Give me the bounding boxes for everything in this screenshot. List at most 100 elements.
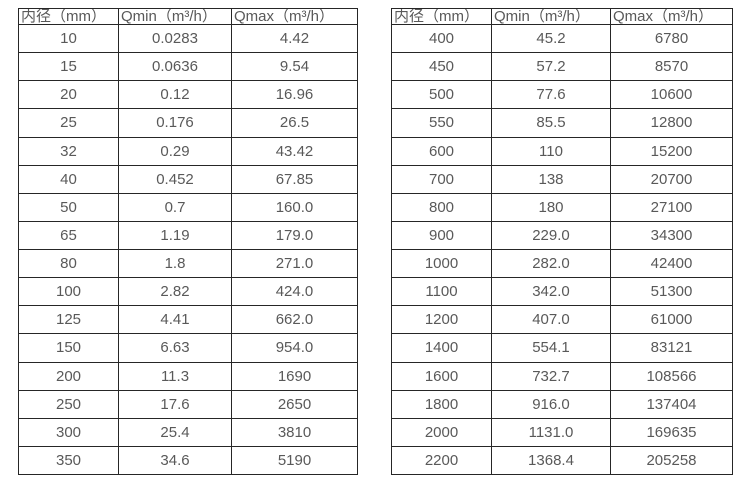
cell-qmin: 342.0 [491, 277, 611, 307]
cell-qmax: 15200 [610, 136, 733, 166]
cell-diameter: 65 [18, 220, 119, 251]
header-row: 内径（mm） Qmin（m³/h） Qmax（m³/h） [18, 8, 358, 25]
cell-diameter: 40 [18, 164, 119, 194]
table-row: 700 138 20700 [391, 164, 733, 194]
header-row: 内径（mm） Qmin（m³/h） Qmax（m³/h） [391, 8, 733, 25]
cell-diameter: 700 [391, 164, 492, 194]
cell-diameter: 250 [18, 389, 119, 419]
cell-qmin: 732.7 [491, 361, 611, 391]
table-row: 2000 1131.0 169635 [391, 417, 733, 447]
cell-qmax: 271.0 [231, 248, 358, 279]
table-row: 1100 342.0 51300 [391, 277, 733, 307]
cell-qmax: 10600 [610, 80, 733, 110]
cell-diameter: 25 [18, 108, 119, 138]
cell-qmin: 17.6 [118, 389, 232, 419]
cell-qmax: 205258 [610, 445, 733, 476]
flow-table-small-diameters: 内径（mm） Qmin（m³/h） Qmax（m³/h） 10 0.0283 4.42 15… [18, 8, 358, 476]
cell-qmax: 137404 [610, 389, 733, 419]
cell-qmax: 1690 [231, 361, 358, 391]
cell-qmin: 1131.0 [491, 417, 611, 447]
cell-diameter: 15 [18, 52, 119, 82]
cell-qmin: 1.8 [118, 248, 232, 279]
cell-qmax: 51300 [610, 277, 733, 307]
cell-qmax: 6780 [610, 23, 733, 54]
table-row: 65 1.19 179.0 [18, 220, 358, 251]
table-row: 100 2.82 424.0 [18, 277, 358, 307]
cell-qmax: 3810 [231, 417, 358, 447]
column-header-qmax: Qmax（m³/h） [610, 8, 733, 25]
cell-qmin: 77.6 [491, 80, 611, 110]
table-row: 250 17.6 2650 [18, 389, 358, 419]
table-row: 25 0.176 26.5 [18, 108, 358, 138]
cell-diameter: 1800 [391, 389, 492, 419]
table-row: 200 11.3 1690 [18, 361, 358, 391]
table-row: 20 0.12 16.96 [18, 80, 358, 110]
table-row: 550 85.5 12800 [391, 108, 733, 138]
cell-qmax: 67.85 [231, 164, 358, 194]
cell-qmin: 0.0636 [118, 52, 232, 82]
column-header-qmax: Qmax（m³/h） [231, 8, 358, 25]
column-header-qmin: Qmin（m³/h） [491, 8, 611, 25]
cell-diameter: 300 [18, 417, 119, 447]
cell-qmin: 6.63 [118, 333, 232, 363]
cell-qmin: 554.1 [491, 333, 611, 363]
cell-diameter: 32 [18, 136, 119, 166]
cell-qmax: 662.0 [231, 305, 358, 335]
table-row: 15 0.0636 9.54 [18, 52, 358, 82]
cell-diameter: 50 [18, 192, 119, 222]
cell-qmin: 25.4 [118, 417, 232, 447]
cell-qmin: 407.0 [491, 305, 611, 335]
cell-qmin: 0.29 [118, 136, 232, 166]
cell-qmin: 34.6 [118, 445, 232, 476]
cell-diameter: 1400 [391, 333, 492, 363]
table-row: 1000 282.0 42400 [391, 248, 733, 279]
cell-diameter: 10 [18, 23, 119, 54]
cell-qmax: 42400 [610, 248, 733, 279]
table-row: 900 229.0 34300 [391, 220, 733, 251]
cell-qmax: 43.42 [231, 136, 358, 166]
cell-qmax: 160.0 [231, 192, 358, 222]
table-row: 1600 732.7 108566 [391, 361, 733, 391]
cell-diameter: 900 [391, 220, 492, 251]
table-row: 450 57.2 8570 [391, 52, 733, 82]
cell-diameter: 1000 [391, 248, 492, 279]
table-row: 80 1.8 271.0 [18, 248, 358, 279]
cell-qmax: 169635 [610, 417, 733, 447]
cell-qmax: 26.5 [231, 108, 358, 138]
cell-qmin: 0.7 [118, 192, 232, 222]
cell-qmin: 282.0 [491, 248, 611, 279]
cell-qmin: 85.5 [491, 108, 611, 138]
cell-qmin: 1368.4 [491, 445, 611, 476]
table-row: 800 180 27100 [391, 192, 733, 222]
table-row: 50 0.7 160.0 [18, 192, 358, 222]
cell-diameter: 2200 [391, 445, 492, 476]
cell-qmax: 83121 [610, 333, 733, 363]
cell-qmax: 179.0 [231, 220, 358, 251]
cell-qmax: 5190 [231, 445, 358, 476]
cell-diameter: 500 [391, 80, 492, 110]
cell-qmax: 8570 [610, 52, 733, 82]
table-row: 40 0.452 67.85 [18, 164, 358, 194]
cell-diameter: 200 [18, 361, 119, 391]
cell-qmin: 0.176 [118, 108, 232, 138]
cell-qmin: 4.41 [118, 305, 232, 335]
table-row: 350 34.6 5190 [18, 445, 358, 476]
cell-qmax: 34300 [610, 220, 733, 251]
cell-qmin: 180 [491, 192, 611, 222]
table-row: 400 45.2 6780 [391, 23, 733, 54]
cell-diameter: 1600 [391, 361, 492, 391]
cell-diameter: 550 [391, 108, 492, 138]
cell-qmax: 4.42 [231, 23, 358, 54]
cell-diameter: 350 [18, 445, 119, 476]
cell-qmin: 2.82 [118, 277, 232, 307]
cell-qmax: 61000 [610, 305, 733, 335]
table-row: 300 25.4 3810 [18, 417, 358, 447]
table-row: 1200 407.0 61000 [391, 305, 733, 335]
table-row: 1800 916.0 137404 [391, 389, 733, 419]
cell-qmax: 108566 [610, 361, 733, 391]
cell-qmin: 57.2 [491, 52, 611, 82]
cell-qmin: 916.0 [491, 389, 611, 419]
cell-qmin: 0.0283 [118, 23, 232, 54]
cell-diameter: 2000 [391, 417, 492, 447]
cell-qmin: 0.12 [118, 80, 232, 110]
